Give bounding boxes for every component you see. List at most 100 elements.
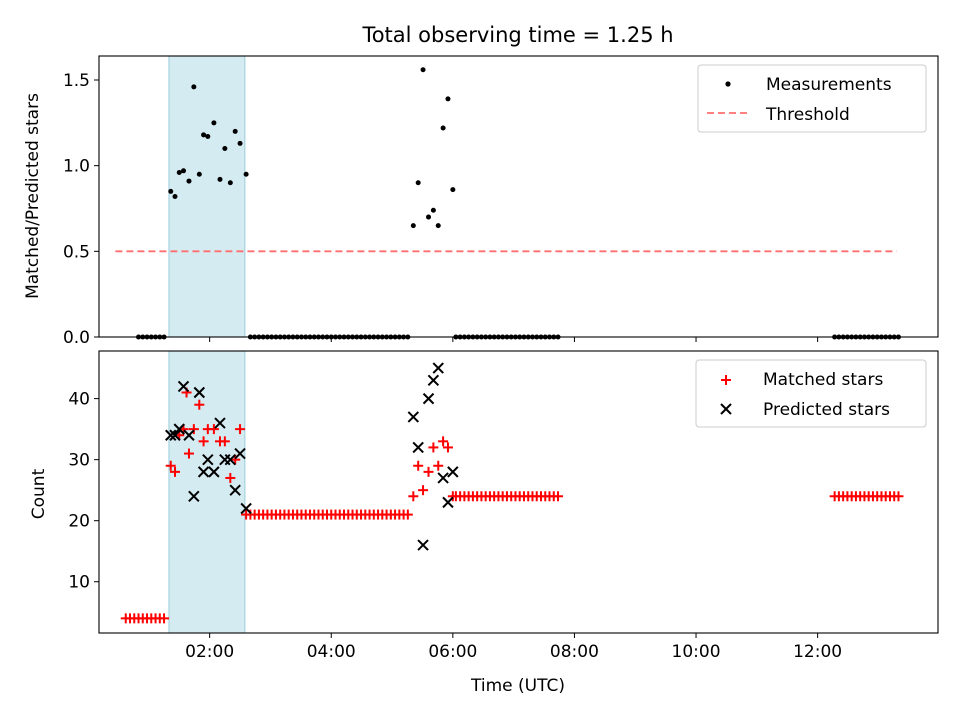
predicted-star-point [173,423,185,435]
predicted-star-point [177,380,190,393]
measurement-point [211,120,217,126]
measurement-point [243,171,249,177]
predicted-star-point [224,453,237,466]
predicted-star-point [427,374,440,387]
predicted-star-point [183,429,195,441]
measurement-point [205,134,211,140]
predicted-stars-layer [165,362,459,551]
matched-star-point [219,436,230,447]
x-tick-label: 08:00 [550,642,599,662]
x-tick-label: 04:00 [307,642,356,662]
bottom-y-ticks: 10 20 30 40 [68,390,99,593]
chart-title: Total observing time = 1.25 h [361,23,673,47]
matched-star-point [235,424,246,435]
measurement-point [232,128,238,134]
measurement-point [168,188,174,194]
legend-plus-glyph [721,375,731,385]
x-tick-label: 06:00 [428,642,477,662]
top-y-ticks: 0.0 0.5 1.0 1.5 [63,71,99,348]
legend-predicted-label: Predicted stars [763,400,890,420]
top-panel: 0.0 0.5 1.0 1.5 Matched/Predicted stars Mea… [23,55,939,348]
matched-star-point [553,491,564,502]
y-tick-label: 1.0 [63,157,90,177]
matched-star-point [169,466,180,477]
bottom-legend: Matched stars Predicted stars [695,359,927,428]
legend-measurements-label: Measurements [766,75,892,95]
matched-star-point [230,454,241,465]
matched-star-point [423,466,434,477]
predicted-star-point [417,539,429,551]
matched-star-point [165,460,176,471]
top-x-ticks [209,337,819,342]
predicted-star-point [188,490,200,502]
predicted-star-point [214,417,226,429]
predicted-star-point [422,392,435,405]
measurement-point [222,146,228,152]
matched-star-point [428,442,439,453]
measurement-point [217,176,223,182]
bottom-axes-frame [98,350,939,634]
observing-interval-shade [168,55,246,338]
measurement-point [430,207,436,213]
x-tick-label: 12:00 [793,642,842,662]
bottom-x-ticks: 02:00 04:00 06:00 08:00 10:00 12:00 [185,633,842,662]
matched-star-point [433,460,444,471]
matched-star-point [208,424,219,435]
top-legend: Measurements Threshold [697,64,927,133]
predicted-star-point [234,447,246,460]
measurement-point [191,84,197,90]
measurement-point [445,96,451,102]
bottom-y-axis-label: Count [29,468,49,519]
legend-predicted-marker [720,403,732,415]
predicted-star-point [432,362,444,374]
matched-star-point [413,460,424,471]
matched-star-point [408,491,419,502]
predicted-star-point [165,429,177,441]
matched-star-point [893,491,904,502]
y-tick-label: 1.5 [63,71,90,91]
top-y-axis-label: Matched/Predicted stars [23,93,43,299]
legend-measurements-marker [725,81,731,87]
predicted-star-point [442,496,454,509]
y-tick-label: 40 [68,390,90,410]
y-tick-label: 30 [68,451,90,471]
x-axis-label: Time (UTC) [470,676,565,696]
measurement-point [450,187,456,193]
measurement-point [440,125,446,131]
matched-star-point [198,436,209,447]
predicted-star-point [202,453,214,466]
matched-star-point [402,509,413,520]
predicted-star-point [193,386,206,399]
matched-star-point [418,485,429,496]
predicted-star-point [412,441,424,454]
matched-star-point [159,613,170,624]
legend-matched-label: Matched stars [763,370,883,390]
matched-star-point [188,424,199,435]
measurement-point [196,171,202,177]
measurement-point [227,180,233,186]
matched-star-point [183,448,194,459]
predicted-star-point [407,411,420,423]
predicted-star-point [447,466,459,478]
predicted-star-point [229,484,241,496]
matched-star-point [442,442,453,453]
top-axes-frame [98,55,939,338]
matched-star-point [438,436,449,447]
measurement-point [176,170,182,176]
y-tick-label: 20 [68,512,90,532]
x-tick-label: 10:00 [672,642,721,662]
measurement-point [426,214,432,220]
measurement-point [237,140,243,146]
measurement-point [410,223,416,229]
measurement-point [420,67,426,73]
y-tick-label: 10 [68,573,90,593]
y-tick-label: 0.0 [63,328,90,348]
bottom-legend-box [695,359,927,428]
x-tick-label: 02:00 [185,642,234,662]
predicted-star-point [437,472,449,484]
measurement-point [186,178,192,184]
measurement-point [201,132,207,138]
top-legend-box [697,64,927,133]
matched-star-point [225,472,236,483]
